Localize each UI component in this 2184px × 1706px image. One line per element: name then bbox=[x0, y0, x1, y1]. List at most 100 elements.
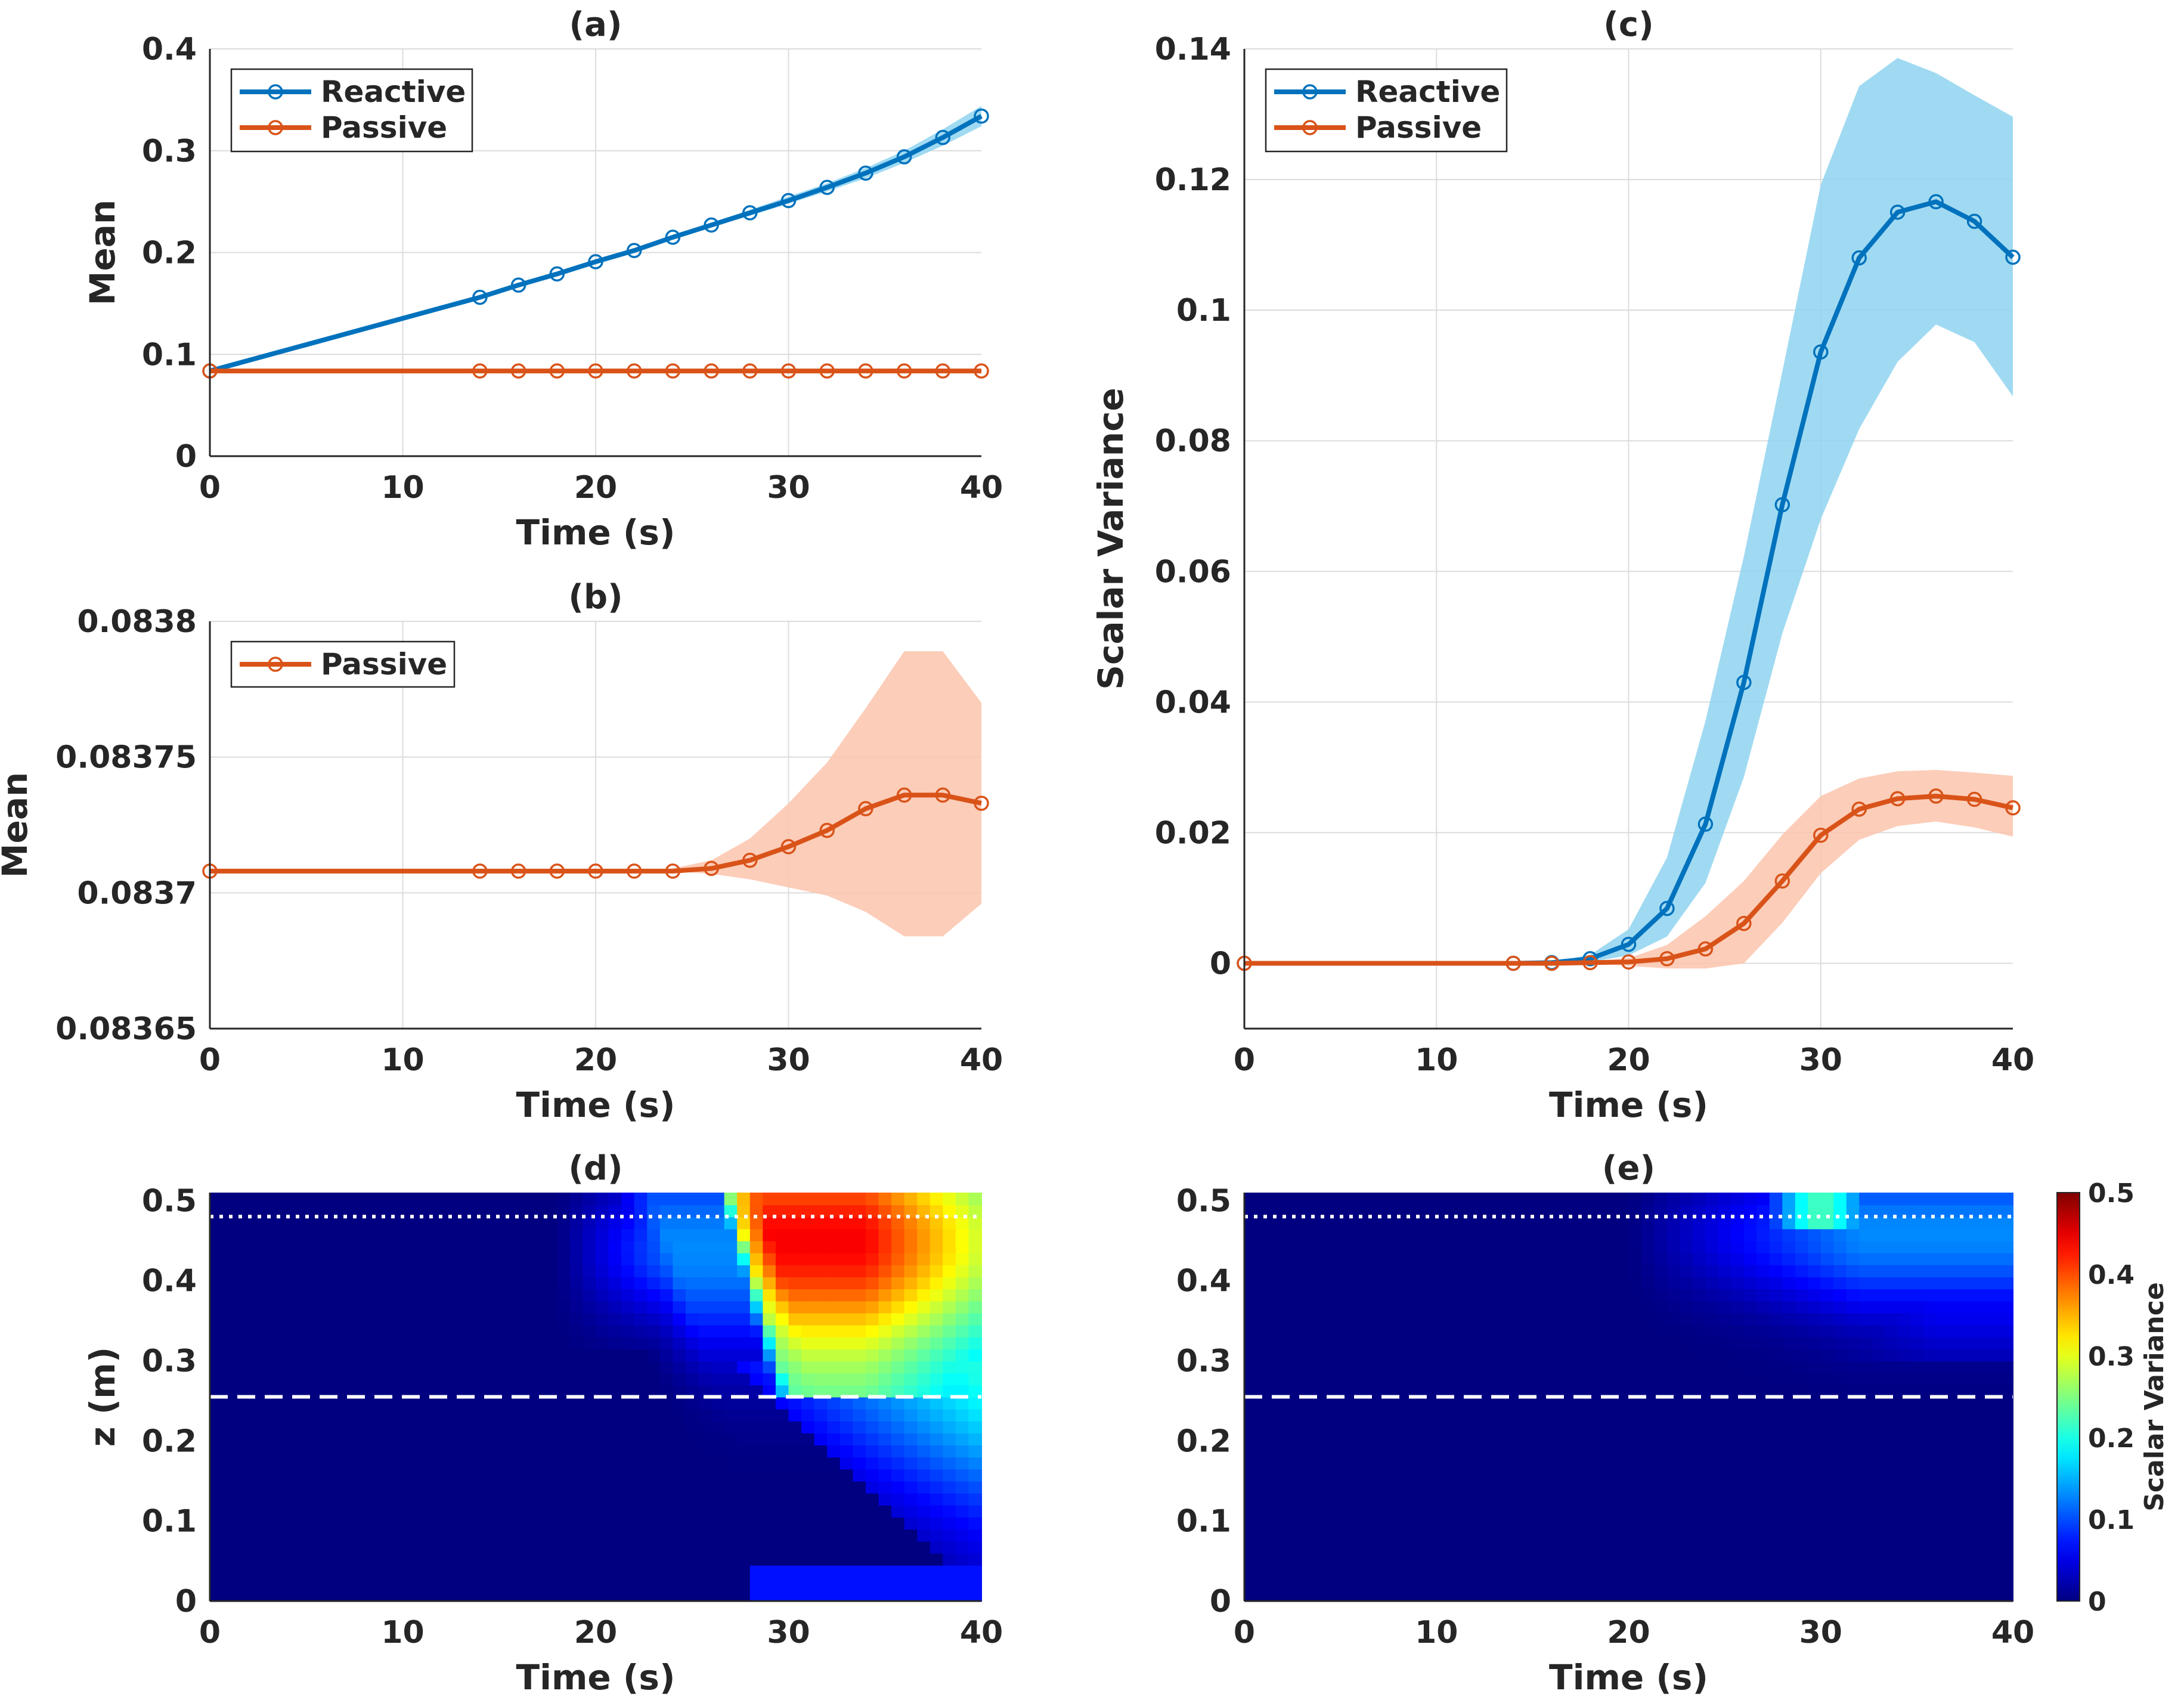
heatmap-cell bbox=[814, 1205, 828, 1218]
heatmap-cell bbox=[1436, 1324, 1450, 1337]
heatmap-cell bbox=[659, 1516, 674, 1530]
heatmap-cell bbox=[544, 1504, 558, 1518]
heatmap-cell bbox=[557, 1553, 571, 1566]
heatmap-cell bbox=[711, 1385, 725, 1398]
heatmap-cell bbox=[737, 1324, 751, 1337]
heatmap-cell bbox=[1488, 1493, 1501, 1506]
heatmap-cell bbox=[1923, 1481, 1937, 1494]
heatmap-cell bbox=[1936, 1565, 1950, 1578]
heatmap-cell bbox=[763, 1348, 776, 1362]
heatmap-cell bbox=[1436, 1589, 1450, 1602]
heatmap-cell bbox=[506, 1348, 519, 1362]
heatmap-cell bbox=[557, 1264, 571, 1278]
x-tick-label: 40 bbox=[1991, 1615, 2034, 1651]
heatmap-cell bbox=[1269, 1432, 1284, 1446]
heatmap-cell bbox=[467, 1336, 481, 1349]
heatmap-cell bbox=[1244, 1516, 1258, 1530]
heatmap-cell bbox=[1436, 1193, 1450, 1206]
heatmap-cell bbox=[1359, 1445, 1373, 1458]
heatmap-cell bbox=[1833, 1541, 1847, 1554]
heatmap-cell bbox=[312, 1577, 327, 1590]
heatmap-cell bbox=[1910, 1445, 1924, 1458]
heatmap-cell bbox=[1590, 1252, 1604, 1265]
heatmap-cell bbox=[1782, 1516, 1796, 1530]
heatmap-cell bbox=[839, 1565, 854, 1578]
heatmap-cell bbox=[930, 1397, 944, 1410]
heatmap-cell bbox=[1616, 1324, 1630, 1337]
heatmap-cell bbox=[583, 1504, 596, 1518]
heatmap-cell bbox=[711, 1397, 725, 1410]
heatmap-cell bbox=[1436, 1336, 1450, 1349]
heatmap-cell bbox=[917, 1312, 931, 1326]
heatmap-cell bbox=[1987, 1216, 2001, 1230]
heatmap-cell bbox=[1423, 1408, 1438, 1422]
heatmap-cell bbox=[1872, 1493, 1886, 1506]
heatmap-cell bbox=[557, 1481, 571, 1494]
heatmap-cell bbox=[711, 1240, 725, 1253]
heatmap-cell bbox=[827, 1408, 841, 1422]
heatmap-cell bbox=[428, 1516, 442, 1530]
heatmap-cell bbox=[621, 1481, 635, 1494]
heatmap-cell bbox=[1423, 1289, 1438, 1302]
heatmap-cell bbox=[1308, 1216, 1322, 1230]
heatmap-cell bbox=[1321, 1408, 1335, 1422]
heatmap-cell bbox=[351, 1565, 365, 1578]
heatmap-cell bbox=[904, 1301, 918, 1314]
heatmap-cell bbox=[711, 1289, 725, 1302]
heatmap-cell bbox=[1269, 1493, 1284, 1506]
heatmap-cell bbox=[968, 1577, 982, 1590]
y-axis-label: z (m) bbox=[82, 1347, 123, 1447]
heatmap-cell bbox=[930, 1529, 944, 1542]
heatmap-cell bbox=[1269, 1324, 1284, 1337]
heatmap-cell bbox=[569, 1481, 584, 1494]
heatmap-cell bbox=[1334, 1289, 1347, 1302]
heatmap-cell bbox=[1488, 1457, 1501, 1470]
heatmap-cell bbox=[1526, 1504, 1540, 1518]
heatmap-cell bbox=[2000, 1312, 2013, 1326]
heatmap-cell bbox=[955, 1301, 969, 1314]
heatmap-cell bbox=[1577, 1216, 1591, 1230]
heatmap-cell bbox=[1769, 1264, 1783, 1278]
heatmap-cell bbox=[917, 1481, 931, 1494]
heatmap-cell bbox=[930, 1193, 944, 1206]
heatmap-cell bbox=[1398, 1469, 1412, 1482]
heatmap-cell bbox=[1910, 1541, 1924, 1554]
heatmap-cell bbox=[389, 1312, 404, 1326]
heatmap-cell bbox=[1846, 1301, 1860, 1314]
heatmap-cell bbox=[814, 1301, 828, 1314]
heatmap-cell bbox=[673, 1301, 686, 1314]
heatmap-cell bbox=[749, 1385, 764, 1398]
heatmap-cell bbox=[1769, 1469, 1783, 1482]
heatmap-cell bbox=[1692, 1264, 1706, 1278]
heatmap-cell bbox=[659, 1420, 674, 1433]
heatmap-cell bbox=[1628, 1277, 1642, 1290]
heatmap-cell bbox=[1308, 1420, 1322, 1433]
heatmap-cell bbox=[1308, 1277, 1322, 1290]
heatmap-cell bbox=[287, 1445, 301, 1458]
heatmap-cell bbox=[569, 1348, 584, 1362]
heatmap-cell bbox=[1603, 1589, 1617, 1602]
heatmap-cell bbox=[1372, 1348, 1386, 1362]
heatmap-cell bbox=[749, 1493, 764, 1506]
heatmap-cell bbox=[1936, 1289, 1950, 1302]
heatmap-cell bbox=[1346, 1493, 1361, 1506]
heatmap-cell bbox=[299, 1432, 314, 1446]
heatmap-cell bbox=[1654, 1336, 1668, 1349]
heatmap-cell bbox=[1590, 1565, 1604, 1578]
heatmap-cell bbox=[839, 1469, 854, 1482]
heatmap-cell bbox=[724, 1529, 738, 1542]
heatmap-cell bbox=[647, 1420, 661, 1433]
heatmap-cell bbox=[1565, 1312, 1578, 1326]
heatmap-cell bbox=[788, 1529, 803, 1542]
heatmap-cell bbox=[1731, 1445, 1745, 1458]
heatmap-cell bbox=[326, 1397, 339, 1410]
heatmap-cell bbox=[1628, 1541, 1642, 1554]
heatmap-cell bbox=[1705, 1577, 1719, 1590]
heatmap-cell bbox=[2000, 1289, 2013, 1302]
heatmap-cell bbox=[544, 1565, 558, 1578]
heatmap-cell bbox=[569, 1385, 584, 1398]
heatmap-cell bbox=[904, 1420, 918, 1433]
heatmap-cell bbox=[904, 1493, 918, 1506]
x-tick-label: 30 bbox=[1799, 1615, 1842, 1651]
heatmap-cell bbox=[596, 1493, 609, 1506]
